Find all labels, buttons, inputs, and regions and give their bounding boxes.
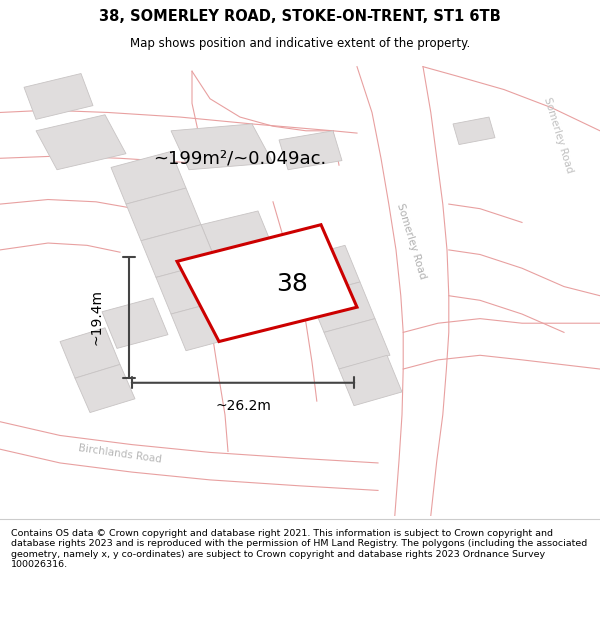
Text: ~26.2m: ~26.2m [215, 399, 271, 412]
Text: Somerley Road: Somerley Road [542, 96, 574, 174]
Polygon shape [75, 364, 135, 413]
Polygon shape [36, 115, 126, 170]
Polygon shape [171, 298, 246, 351]
Polygon shape [309, 282, 375, 332]
Polygon shape [111, 151, 186, 204]
Text: Contains OS data © Crown copyright and database right 2021. This information is : Contains OS data © Crown copyright and d… [11, 529, 587, 569]
Polygon shape [60, 328, 120, 378]
Polygon shape [24, 74, 93, 119]
Polygon shape [279, 131, 342, 170]
Polygon shape [201, 211, 273, 261]
Polygon shape [177, 225, 357, 341]
Polygon shape [171, 124, 273, 170]
Polygon shape [453, 117, 495, 144]
Text: ~199m²/~0.049ac.: ~199m²/~0.049ac. [154, 149, 326, 168]
Polygon shape [156, 261, 231, 314]
Text: Birchlands Road: Birchlands Road [78, 443, 162, 464]
Polygon shape [339, 355, 402, 406]
Polygon shape [141, 225, 216, 278]
Polygon shape [126, 188, 201, 241]
Polygon shape [102, 298, 168, 348]
Text: Somerley Road: Somerley Road [395, 202, 427, 280]
Polygon shape [324, 319, 390, 369]
Text: 38: 38 [277, 272, 308, 296]
Text: ~19.4m: ~19.4m [89, 289, 103, 346]
Text: Map shows position and indicative extent of the property.: Map shows position and indicative extent… [130, 37, 470, 49]
Text: 38, SOMERLEY ROAD, STOKE-ON-TRENT, ST1 6TB: 38, SOMERLEY ROAD, STOKE-ON-TRENT, ST1 6… [99, 9, 501, 24]
Polygon shape [294, 246, 360, 296]
